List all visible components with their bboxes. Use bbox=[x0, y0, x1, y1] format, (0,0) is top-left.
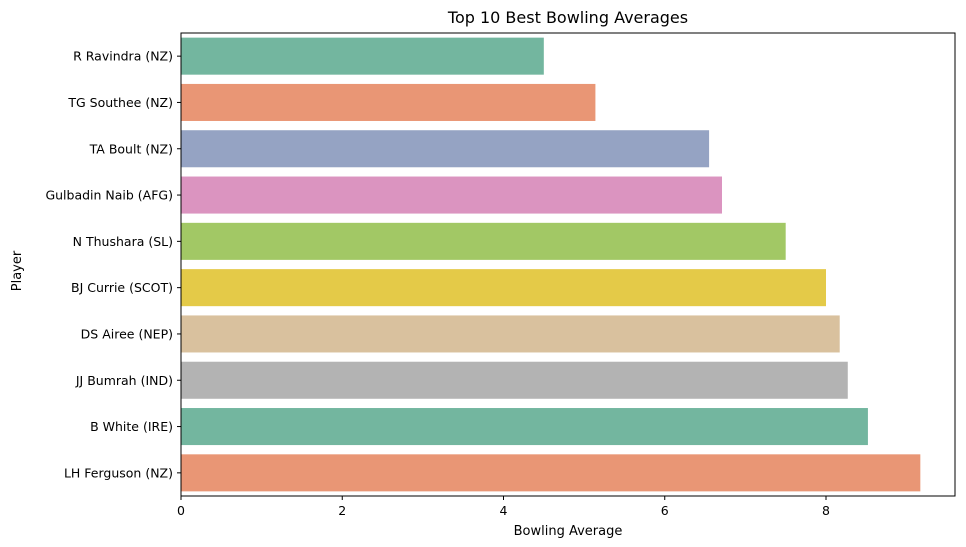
x-axis-ticks: 0 2 4 6 8 bbox=[177, 496, 830, 518]
x-tick-label: 8 bbox=[822, 503, 830, 518]
x-tick-label: 2 bbox=[338, 503, 346, 518]
y-tick-label: N Thushara (SL) bbox=[73, 234, 173, 249]
bar-5 bbox=[181, 222, 786, 260]
x-axis-label: Bowling Average bbox=[514, 524, 623, 539]
plot-frame bbox=[180, 32, 956, 497]
bar-1 bbox=[181, 37, 544, 75]
x-tick-label: 4 bbox=[500, 503, 508, 518]
bar-3 bbox=[181, 130, 710, 168]
y-tick-label: B White (IRE) bbox=[90, 419, 173, 434]
bar-9 bbox=[181, 408, 868, 446]
bar-7 bbox=[181, 315, 840, 353]
bar-8 bbox=[181, 361, 848, 399]
chart-title: Top 10 Best Bowling Averages bbox=[447, 8, 688, 27]
y-tick-label: DS Airee (NEP) bbox=[81, 326, 173, 341]
axes-frame bbox=[180, 32, 956, 497]
y-tick-label: Gulbadin Naib (AFG) bbox=[45, 188, 173, 203]
bar-6 bbox=[181, 269, 826, 307]
y-tick-label: JJ Bumrah (IND) bbox=[75, 373, 173, 388]
y-tick-label: TG Southee (NZ) bbox=[67, 95, 173, 110]
x-tick-label: 6 bbox=[661, 503, 669, 518]
x-tick-label: 0 bbox=[177, 503, 185, 518]
y-axis-ticks: R Ravindra (NZ) TG Southee (NZ) TA Boult (… bbox=[45, 49, 181, 480]
y-tick-label: LH Ferguson (NZ) bbox=[64, 465, 173, 480]
bars-group bbox=[181, 37, 921, 492]
bar-10 bbox=[181, 454, 921, 492]
y-tick-label: R Ravindra (NZ) bbox=[73, 49, 173, 64]
bar-2 bbox=[181, 83, 596, 121]
y-tick-label: TA Boult (NZ) bbox=[89, 141, 173, 156]
bar-4 bbox=[181, 176, 722, 214]
y-tick-label: BJ Currie (SCOT) bbox=[71, 280, 173, 295]
y-axis-label: Player bbox=[10, 250, 25, 291]
